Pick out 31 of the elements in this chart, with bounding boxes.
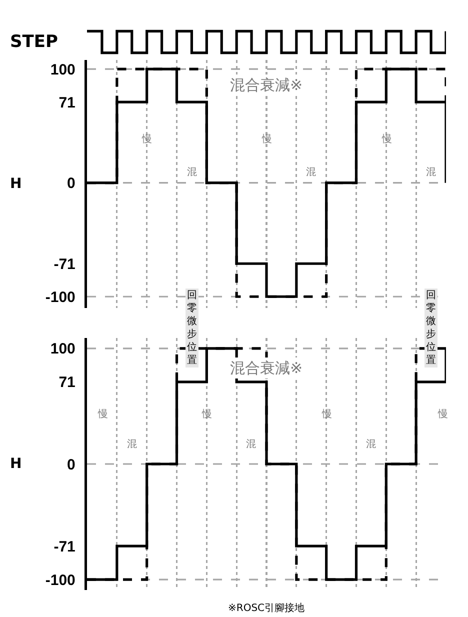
annotation: 混 (187, 166, 197, 178)
y-tick-label: 0 (67, 175, 76, 192)
annotation: 混 (246, 438, 256, 450)
annotation: 混 (426, 166, 436, 178)
y-axis-title: STEP (10, 32, 58, 52)
annotation: 慢 (381, 133, 392, 145)
annotation: 慢 (261, 133, 272, 145)
annotation: 混合衰減※ (230, 76, 303, 94)
y-tick-label: -71 (54, 538, 76, 556)
y-axis-title: H (10, 456, 22, 472)
y-tick-label: 100 (50, 340, 76, 358)
y-axis-title: H (10, 176, 22, 192)
y-tick-label: 71 (58, 374, 76, 392)
annotation: 混合衰減※ (230, 359, 303, 377)
y-tick-label: 0 (67, 456, 76, 474)
annotation: 慢 (141, 133, 152, 145)
annotation: 回零微步位置 (187, 290, 197, 366)
y-tick-label: -71 (54, 256, 76, 273)
annotation: 慢 (437, 408, 448, 420)
y-tick-label: 100 (50, 61, 76, 78)
annotation: 慢 (321, 408, 332, 420)
annotation: 慢 (201, 408, 212, 420)
annotation: 慢 (97, 408, 108, 420)
annotation: 混 (306, 166, 316, 178)
annotation: 回零微步位置 (426, 290, 436, 366)
annotation: 混 (366, 438, 376, 450)
y-tick-label: -100 (45, 288, 76, 306)
text: ※ROSC引腳接地 (228, 602, 305, 614)
annotation: 混 (127, 438, 137, 450)
y-tick-label: 71 (58, 94, 76, 112)
y-tick-label: -100 (45, 572, 76, 589)
